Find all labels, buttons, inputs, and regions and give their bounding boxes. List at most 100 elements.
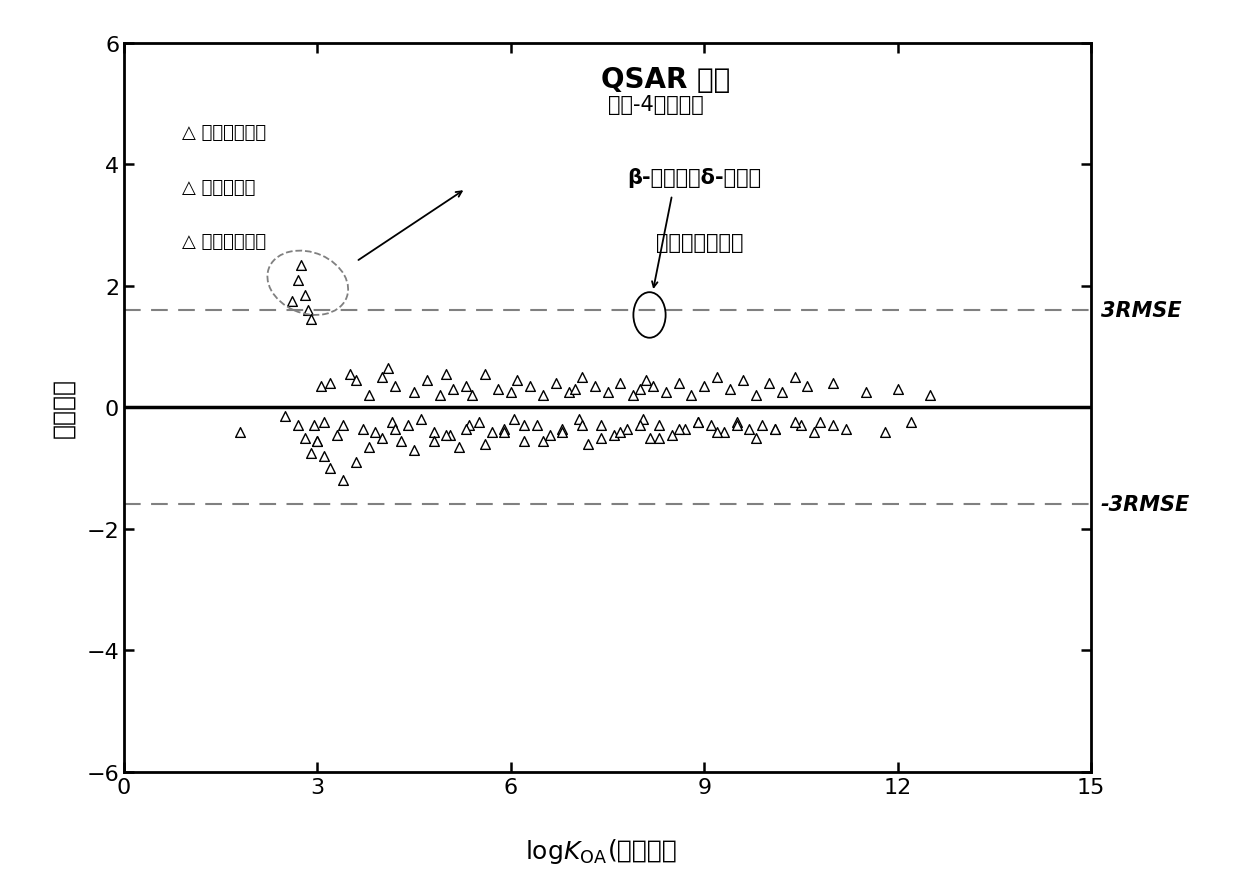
Point [360, 440, 379, 454]
Point [707, 370, 727, 384]
Point [475, 367, 495, 381]
Point [489, 382, 508, 396]
Point [533, 434, 553, 448]
Point [578, 438, 598, 452]
Point [569, 413, 589, 427]
Point [668, 422, 688, 436]
Point [642, 380, 662, 394]
Point [759, 376, 779, 390]
Point [559, 386, 579, 400]
Point [572, 370, 591, 384]
Point [656, 386, 676, 400]
Point [469, 416, 489, 430]
Point [765, 422, 785, 436]
Point [288, 419, 308, 433]
Point [746, 389, 766, 403]
Point [352, 422, 372, 436]
Point [436, 428, 456, 442]
Point [449, 440, 469, 454]
Point [346, 374, 366, 388]
Text: △ 二甲基亚礴: △ 二甲基亚礴 [182, 179, 255, 196]
Point [797, 380, 817, 394]
Point [753, 419, 773, 433]
Point [533, 389, 553, 403]
Point [640, 431, 660, 446]
Point [456, 380, 476, 394]
Point [327, 428, 347, 442]
Point [630, 419, 650, 433]
Point [811, 416, 831, 430]
Point [281, 295, 301, 309]
Point [481, 425, 501, 439]
Point [495, 425, 515, 439]
Point [688, 416, 708, 430]
Point [231, 425, 250, 439]
Point [475, 438, 495, 452]
Point [495, 422, 515, 436]
Point [668, 376, 688, 390]
Point [650, 419, 670, 433]
Point [591, 431, 611, 446]
Point [546, 376, 565, 390]
Point [288, 274, 308, 288]
Point [295, 289, 315, 303]
Point [791, 419, 811, 433]
Point [436, 367, 456, 381]
Point [630, 382, 650, 396]
Point [527, 419, 547, 433]
Point [823, 376, 843, 390]
Point [404, 386, 424, 400]
Point [424, 425, 444, 439]
Point [539, 428, 559, 442]
Point [410, 413, 430, 427]
Point [505, 413, 525, 427]
Point [900, 416, 920, 430]
Point [662, 428, 682, 442]
Point [675, 422, 694, 436]
Point [771, 386, 791, 400]
Point [785, 370, 805, 384]
Point [308, 434, 327, 448]
Point [634, 413, 653, 427]
Point [565, 382, 585, 396]
Point [765, 422, 785, 436]
Point [459, 419, 479, 433]
Point [591, 419, 611, 433]
Point [304, 419, 324, 433]
Point [308, 434, 327, 448]
Text: △ 二甲基甲酰胺: △ 二甲基甲酰胺 [182, 233, 267, 251]
Point [610, 425, 630, 439]
Text: 对氨基乙酰苯胺: 对氨基乙酰苯胺 [656, 233, 744, 253]
Point [688, 416, 708, 430]
Point [604, 428, 624, 442]
Text: 甲基-4羟苯酸盐: 甲基-4羟苯酸盐 [608, 95, 703, 115]
Text: log$\it{K}$$_{\rm{OA}}$: log$\it{K}$$_{\rm{OA}}$ [526, 838, 608, 866]
Point [314, 416, 334, 430]
Point [720, 382, 740, 396]
Point [501, 386, 521, 400]
Point [920, 389, 940, 403]
Point [384, 422, 404, 436]
Point [314, 449, 334, 463]
Point [624, 389, 644, 403]
Point [727, 419, 746, 433]
Point [598, 386, 618, 400]
Point [301, 313, 321, 327]
Point [856, 386, 875, 400]
Point [360, 389, 379, 403]
Point [746, 431, 766, 446]
Point [320, 376, 340, 390]
Point [440, 428, 460, 442]
Point [727, 416, 746, 430]
Text: -3RMSE: -3RMSE [1101, 495, 1190, 515]
Point [372, 431, 392, 446]
Point [298, 303, 317, 317]
Point [636, 374, 656, 388]
Point [733, 374, 753, 388]
Point [404, 443, 424, 457]
Point [610, 376, 630, 390]
Point [701, 419, 720, 433]
Point [320, 461, 340, 475]
Point [378, 361, 398, 375]
Point [739, 422, 759, 436]
